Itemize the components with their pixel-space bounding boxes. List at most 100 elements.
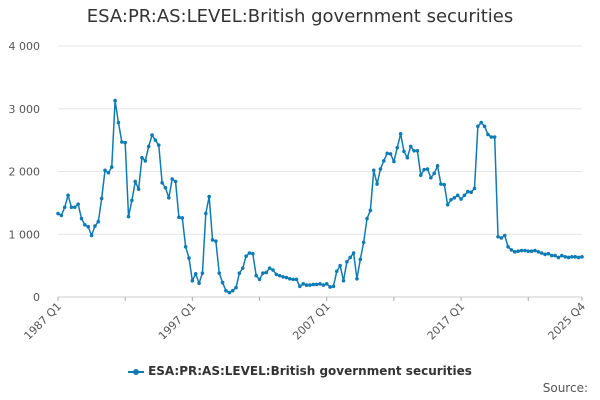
- data-point[interactable]: [187, 256, 191, 260]
- data-point[interactable]: [271, 268, 275, 272]
- data-point[interactable]: [365, 216, 369, 221]
- data-point[interactable]: [308, 283, 312, 287]
- data-point[interactable]: [230, 288, 235, 293]
- data-point[interactable]: [200, 271, 205, 275]
- data-point[interactable]: [113, 98, 117, 103]
- data-point[interactable]: [533, 248, 537, 253]
- data-point[interactable]: [214, 239, 218, 243]
- data-point[interactable]: [156, 143, 161, 147]
- data-point[interactable]: [76, 202, 80, 206]
- data-point[interactable]: [240, 266, 245, 270]
- data-point[interactable]: [203, 211, 208, 216]
- data-point[interactable]: [167, 196, 171, 200]
- data-point[interactable]: [120, 140, 124, 144]
- data-point[interactable]: [368, 208, 373, 213]
- data-point[interactable]: [183, 245, 188, 249]
- data-point[interactable]: [358, 257, 363, 262]
- data-point[interactable]: [371, 168, 376, 173]
- data-point[interactable]: [59, 213, 64, 218]
- data-point[interactable]: [193, 271, 198, 276]
- data-point[interactable]: [539, 251, 544, 255]
- data-point[interactable]: [529, 249, 534, 253]
- data-point[interactable]: [251, 251, 255, 256]
- data-point[interactable]: [509, 248, 514, 252]
- data-point[interactable]: [580, 255, 584, 259]
- data-point[interactable]: [89, 233, 94, 238]
- data-point[interactable]: [385, 151, 389, 156]
- data-point[interactable]: [264, 270, 269, 275]
- data-point[interactable]: [566, 255, 571, 260]
- data-point[interactable]: [304, 283, 309, 287]
- data-point[interactable]: [408, 144, 413, 149]
- data-point[interactable]: [207, 194, 211, 199]
- data-point[interactable]: [573, 255, 578, 259]
- data-point[interactable]: [220, 280, 225, 285]
- data-point[interactable]: [482, 124, 487, 129]
- data-point[interactable]: [445, 202, 450, 207]
- data-point[interactable]: [469, 190, 473, 195]
- data-point[interactable]: [492, 135, 497, 139]
- data-point[interactable]: [123, 140, 127, 145]
- data-point[interactable]: [546, 251, 551, 256]
- data-point[interactable]: [523, 248, 527, 253]
- data-point[interactable]: [563, 255, 568, 259]
- data-point[interactable]: [348, 255, 353, 260]
- data-point[interactable]: [462, 193, 467, 198]
- data-point[interactable]: [153, 138, 158, 142]
- data-point[interactable]: [314, 282, 319, 287]
- data-point[interactable]: [412, 148, 416, 153]
- data-point[interactable]: [103, 168, 107, 173]
- data-point[interactable]: [277, 273, 282, 278]
- data-point[interactable]: [133, 179, 138, 184]
- data-point[interactable]: [418, 173, 423, 178]
- data-point[interactable]: [301, 282, 306, 286]
- data-point[interactable]: [398, 132, 403, 136]
- data-point[interactable]: [294, 277, 299, 282]
- data-point[interactable]: [79, 216, 84, 221]
- data-point[interactable]: [452, 196, 457, 200]
- data-point[interactable]: [496, 234, 500, 239]
- data-point[interactable]: [402, 149, 406, 154]
- data-point[interactable]: [177, 215, 181, 220]
- data-point[interactable]: [526, 249, 531, 253]
- data-point[interactable]: [69, 205, 74, 210]
- data-point[interactable]: [109, 165, 114, 169]
- data-point[interactable]: [513, 250, 517, 254]
- data-point[interactable]: [442, 182, 447, 187]
- data-point[interactable]: [136, 187, 141, 191]
- data-point[interactable]: [405, 155, 410, 160]
- data-point[interactable]: [257, 277, 262, 282]
- data-point[interactable]: [224, 288, 228, 293]
- data-point[interactable]: [234, 285, 238, 290]
- data-point[interactable]: [459, 197, 463, 201]
- data-point[interactable]: [190, 278, 195, 283]
- data-point[interactable]: [395, 145, 400, 150]
- data-point[interactable]: [93, 224, 97, 228]
- data-point[interactable]: [334, 269, 339, 274]
- data-point[interactable]: [321, 283, 326, 287]
- data-point[interactable]: [62, 205, 67, 210]
- data-point[interactable]: [72, 205, 77, 210]
- data-point[interactable]: [499, 236, 504, 240]
- data-point[interactable]: [170, 177, 175, 181]
- data-point[interactable]: [96, 219, 101, 224]
- data-point[interactable]: [341, 278, 346, 283]
- data-point[interactable]: [519, 248, 524, 253]
- data-point[interactable]: [455, 193, 460, 198]
- data-point[interactable]: [435, 164, 440, 168]
- data-point[interactable]: [318, 282, 322, 286]
- data-point[interactable]: [432, 171, 437, 176]
- data-point[interactable]: [378, 167, 383, 171]
- data-point[interactable]: [502, 233, 507, 238]
- data-point[interactable]: [291, 277, 295, 282]
- data-point[interactable]: [422, 167, 426, 172]
- data-point[interactable]: [553, 253, 557, 258]
- data-point[interactable]: [254, 273, 258, 278]
- data-point[interactable]: [66, 193, 70, 198]
- data-point[interactable]: [479, 120, 484, 125]
- data-point[interactable]: [287, 277, 292, 281]
- data-point[interactable]: [570, 255, 574, 259]
- data-point[interactable]: [415, 148, 420, 153]
- data-point[interactable]: [351, 251, 356, 255]
- data-point[interactable]: [130, 198, 134, 203]
